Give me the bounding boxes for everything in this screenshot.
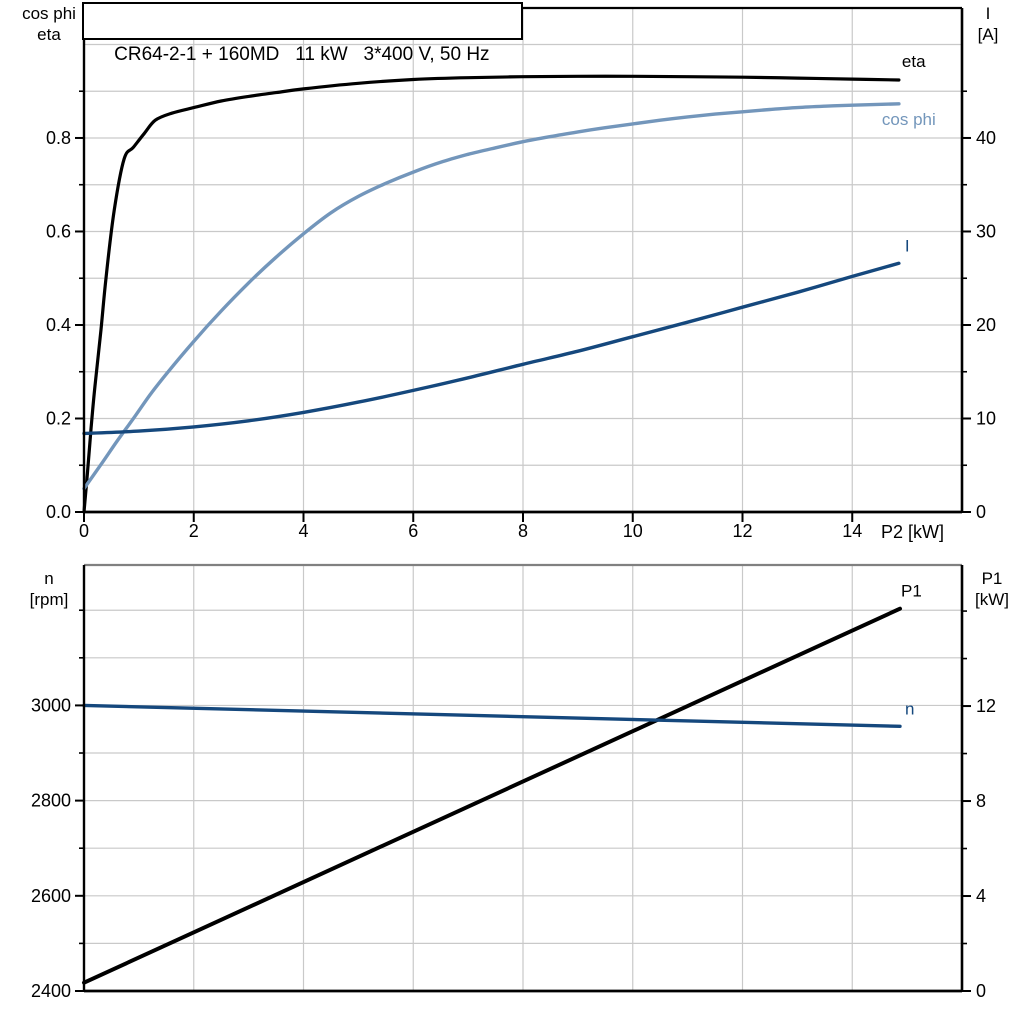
left-axis-title-line1: n	[44, 569, 54, 588]
right-axis-title-line1: I	[985, 4, 991, 23]
left-axis-tick-label: 2600	[31, 886, 71, 906]
left-axis-tick-label: 0.8	[46, 128, 71, 148]
x-axis-tick-label: 8	[518, 521, 528, 541]
x-axis-tick-label: 14	[842, 521, 862, 541]
left-axis-title-line2: [rpm]	[29, 590, 69, 609]
top-chart-right-axis-title: I [A]	[960, 3, 1016, 45]
chart-title-box: CR64-2-1 + 160MD 11 kW 3*400 V, 50 Hz	[82, 2, 523, 65]
x-axis-tick-label: 12	[732, 521, 752, 541]
left-axis-tick-label: 2400	[31, 981, 71, 1001]
right-axis-title-line1: P1	[981, 569, 1003, 588]
x-axis-label: P2 [kW]	[881, 522, 945, 542]
top-chart-left-axis-title: cos phi eta	[14, 3, 84, 45]
curve-label-eta: eta	[902, 52, 926, 71]
x-axis-tick-label: 4	[298, 521, 308, 541]
left-axis-title-line1: cos phi	[22, 4, 76, 23]
right-axis-tick-label: 8	[976, 791, 986, 811]
right-axis-tick-label: 40	[976, 128, 996, 148]
right-axis-title-line2: [A]	[977, 25, 999, 44]
bottom-chart-right-axis-title: P1 [kW]	[963, 568, 1021, 610]
right-axis-tick-label: 4	[976, 886, 986, 906]
chart-title: CR64-2-1 + 160MD 11 kW 3*400 V, 50 Hz	[114, 44, 490, 65]
curve-p1	[82, 606, 902, 985]
right-axis-tick-label: 0	[976, 502, 986, 522]
right-axis-title-line2: [kW]	[975, 590, 1009, 609]
right-axis-tick-label: 20	[976, 315, 996, 335]
left-axis-tick-label: 0.2	[46, 408, 71, 428]
x-axis-tick-label: 2	[189, 521, 199, 541]
curve-label-current: I	[905, 236, 910, 255]
left-axis-tick-label: 0.0	[46, 502, 71, 522]
bottom-chart-left-axis-title: n [rpm]	[16, 568, 82, 610]
left-axis-tick-label: 0.4	[46, 315, 71, 335]
right-axis-tick-label: 10	[976, 408, 996, 428]
x-axis-tick-label: 0	[79, 521, 89, 541]
right-axis-tick-label: 30	[976, 221, 996, 241]
curve-current	[82, 261, 901, 436]
left-axis-tick-label: 2800	[31, 791, 71, 811]
curve-cos-phi	[82, 102, 901, 491]
left-axis-title-line2: eta	[37, 25, 61, 44]
curve-n	[82, 703, 902, 729]
right-axis-tick-label: 12	[976, 696, 996, 716]
x-axis-tick-label: 6	[408, 521, 418, 541]
curve-label-n: n	[905, 699, 914, 718]
curve-eta	[82, 74, 901, 514]
x-axis-tick-label: 10	[623, 521, 643, 541]
curve-label-cos-phi: cos phi	[882, 110, 936, 129]
curve-label-p1: P1	[901, 582, 922, 601]
right-axis-tick-label: 0	[976, 981, 986, 1001]
left-axis-tick-label: 0.6	[46, 221, 71, 241]
left-axis-tick-label: 3000	[31, 695, 71, 715]
